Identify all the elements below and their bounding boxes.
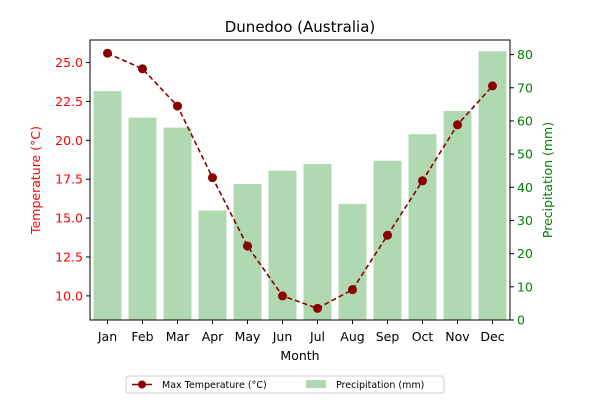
x-tick-label: Feb [131, 329, 153, 344]
temperature-point-jun [278, 291, 287, 301]
axes-layer: 10.0 12.5 15.0 17.5 20.0 22.5 25.0 0 10 20 30 40 50 6… [55, 39, 533, 344]
x-axis-label: Month [280, 348, 319, 363]
temperature-point-sep [383, 230, 392, 240]
right-tick-label: 0 [517, 313, 525, 328]
x-tick-label: Sep [376, 329, 400, 344]
left-tick-label: 22.5 [55, 94, 83, 109]
precip-bar-nov [443, 110, 472, 320]
left-tick-label: 17.5 [55, 172, 83, 187]
legend-bar-swatch [306, 380, 326, 388]
left-tick-label: 25.0 [55, 55, 83, 70]
precip-bar-aug [338, 203, 367, 320]
precip-bar-sep [373, 160, 402, 320]
temperature-point-dec [488, 81, 497, 91]
right-tick-label: 30 [517, 213, 533, 228]
left-axis-label: Temperature (°C) [28, 126, 43, 235]
precip-bar-jul [303, 164, 332, 320]
precip-bar-jan [93, 91, 122, 320]
temperature-point-nov [453, 120, 462, 130]
temperature-point-apr [208, 173, 217, 183]
right-tick-label: 40 [517, 180, 533, 195]
precip-bar-apr [198, 210, 227, 320]
left-tick-label: 10.0 [55, 288, 83, 303]
line-layer [103, 48, 497, 313]
temperature-point-jan [103, 48, 112, 58]
x-tick-label: Mar [166, 329, 190, 344]
right-tick-label: 50 [517, 147, 533, 162]
precip-bar-may [233, 183, 262, 320]
legend-marker-swatch [138, 380, 146, 389]
right-tick-label: 60 [517, 113, 533, 128]
x-tick-label: Jul [309, 329, 325, 344]
x-tick-label: Aug [340, 329, 364, 344]
temperature-line [107, 52, 494, 310]
precip-bar-oct [408, 134, 437, 320]
precip-bar-dec [478, 51, 507, 320]
chart-title: Dunedoo (Australia) [225, 18, 376, 36]
precip-bar-feb [128, 117, 157, 320]
temperature-point-oct [418, 176, 427, 186]
right-tick-label: 70 [517, 80, 533, 95]
legend-item-precipitation: Precipitation (mm) [336, 380, 424, 391]
left-tick-label: 12.5 [55, 250, 83, 265]
left-tick-label: 20.0 [55, 133, 83, 148]
right-tick-label: 10 [517, 279, 533, 294]
right-tick-label: 80 [517, 47, 533, 62]
x-tick-label: Oct [412, 329, 434, 344]
plot-frame [89, 39, 511, 321]
bars-layer [93, 51, 507, 320]
left-tick-label: 15.0 [55, 211, 83, 226]
temperature-point-aug [348, 285, 357, 295]
temperature-point-jul [313, 303, 322, 313]
legend-frame [125, 375, 445, 394]
right-axis-label: Precipitation (mm) [540, 122, 555, 238]
temperature-point-feb [138, 64, 147, 74]
temperature-point-mar [173, 101, 182, 111]
x-tick-label: Dec [480, 329, 504, 344]
right-tick-label: 20 [517, 246, 533, 261]
x-tick-label: May [235, 329, 261, 344]
x-tick-label: Jan [97, 329, 117, 344]
temperature-point-may [243, 241, 252, 251]
legend-item-temperature: Max Temperature (°C) [162, 380, 267, 391]
precip-bar-mar [163, 127, 192, 320]
x-tick-label: Apr [202, 329, 224, 344]
x-tick-label: Nov [445, 329, 470, 344]
x-tick-label: Jun [272, 329, 293, 344]
legend: Max Temperature (°C) Precipitation (mm) [125, 375, 445, 394]
